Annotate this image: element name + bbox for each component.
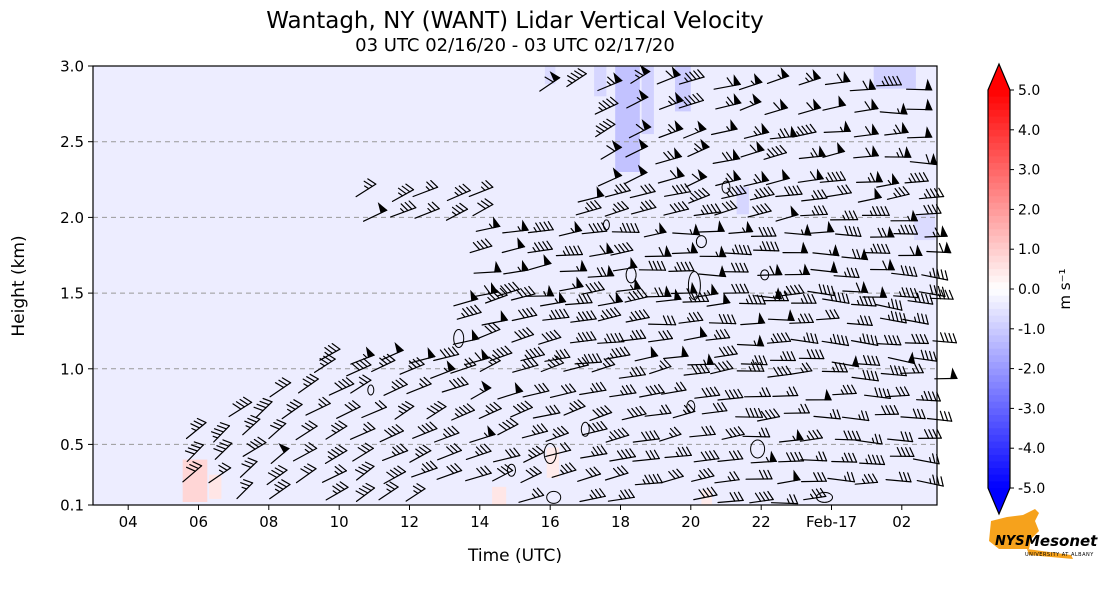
colorbar-tick-label: -4.0 <box>1018 441 1045 457</box>
x-tick-label: 04 <box>119 513 138 531</box>
colorbar-tick-label: 0.0 <box>1018 282 1040 298</box>
y-tick-label: 3.0 <box>60 58 84 76</box>
ny-state-shape <box>989 509 1039 549</box>
colorbar-tick-label: 3.0 <box>1018 163 1040 179</box>
colorbar-tick-label: -3.0 <box>1018 401 1045 417</box>
x-tick-label: 10 <box>330 513 349 531</box>
x-axis-label: Time (UTC) <box>467 546 562 566</box>
colorbar-tick-label: 2.0 <box>1018 202 1040 218</box>
long-island-shape <box>1027 549 1073 559</box>
wind-barbs <box>182 64 958 505</box>
colorbar-label: m s⁻¹ <box>1056 268 1074 309</box>
logo-name-text: Mesonet <box>1025 532 1098 550</box>
x-tick-label: 08 <box>259 513 278 531</box>
gridlines <box>93 141 937 445</box>
mesonet-logo: NYS Mesonet UNIVERSITY AT ALBANY <box>989 509 1098 559</box>
colorbar-tick-label: -2.0 <box>1018 362 1045 378</box>
y-tick-label: 2.5 <box>60 133 84 151</box>
chart-subtitle: 03 UTC 02/16/20 - 03 UTC 02/17/20 <box>355 35 675 56</box>
x-tick-label: 02 <box>892 513 911 531</box>
logo-tagline-text: UNIVERSITY AT ALBANY <box>1025 552 1094 558</box>
x-tick-labels: 04 06 08 10 12 14 16 18 20 22 Feb-17 02 <box>119 513 912 531</box>
axes-frame <box>88 65 938 510</box>
y-axis-label: Height (km) <box>9 235 29 336</box>
x-tick-label: 12 <box>400 513 419 531</box>
y-tick-label: 1.0 <box>60 360 84 378</box>
chart-title: Wantagh, NY (WANT) Lidar Vertical Veloci… <box>266 8 763 34</box>
y-tick-label: 2.0 <box>60 209 84 227</box>
y-tick-label: 1.5 <box>60 285 84 303</box>
x-tick-label: Feb-17 <box>806 513 857 531</box>
colorbar-tick-label: -1.0 <box>1018 322 1045 338</box>
x-tick-label: 20 <box>681 513 700 531</box>
colorbar: 5.0 4.0 3.0 2.0 1.0 0.0 -1.0 -2.0 -3.0 -4.0 -5.0 <box>987 62 1045 516</box>
y-tick-label: 0.1 <box>60 497 84 515</box>
y-tick-label: 0.5 <box>60 436 84 454</box>
x-tick-label: 18 <box>611 513 630 531</box>
colorbar-tick-label: -5.0 <box>1018 481 1045 497</box>
x-tick-label: 14 <box>470 513 489 531</box>
y-tick-labels: 0.1 0.5 1.0 1.5 2.0 2.5 3.0 <box>60 58 84 515</box>
x-tick-label: 22 <box>752 513 771 531</box>
logo-org-text: NYS <box>995 534 1025 549</box>
x-tick-label: 16 <box>541 513 560 531</box>
colorbar-tick-label: 5.0 <box>1018 83 1040 99</box>
colorbar-tick-label: 1.0 <box>1018 242 1040 258</box>
colorbar-tick-label: 4.0 <box>1018 123 1040 139</box>
x-tick-label: 06 <box>189 513 208 531</box>
